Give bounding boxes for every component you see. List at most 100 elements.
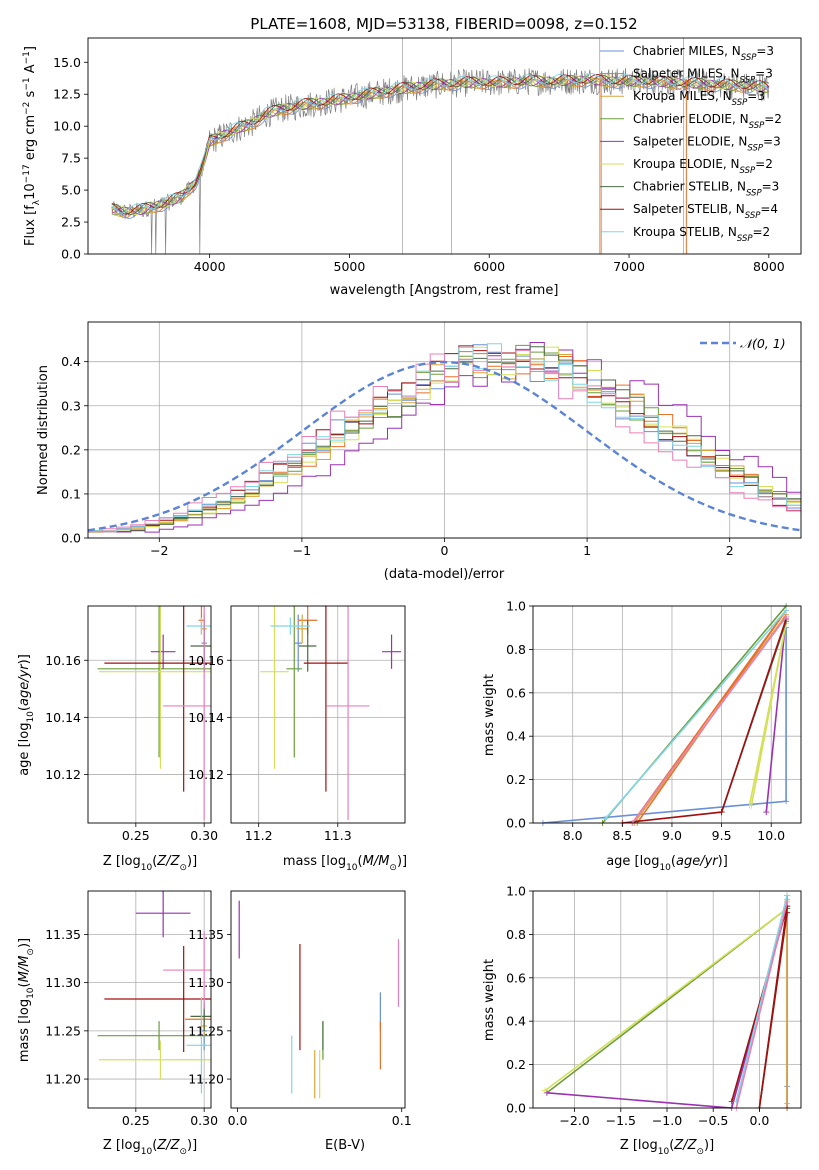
spectrum-ylabel: Flux [fλ10−17 erg cm−2 s−1 A−1] [22,46,42,246]
mass_vs_Z-frame [87,890,212,1109]
residuals-hist-chabrier_elodie [88,344,801,533]
spectrum-xtick-label: 7000 [613,259,645,274]
mass_weight_vs_Z-marker-kroupa_elodie [542,1087,549,1094]
age_vs_mass-ytick-label: 10.14 [188,710,224,725]
text-layer: 4000 5000 6000 7000 80000.02.55.07.510.012.5… [17,44,786,1157]
spectrum-plot [111,38,770,254]
age_vs_Z-ytick-label: 10.16 [45,653,81,668]
age_vs_mass-ytick-label: 10.16 [188,653,224,668]
mass-weight-age-xlabel: age [log10(age/yr)] [606,854,728,873]
residuals-ytick-label: 0.2 [61,442,81,457]
residuals-ytick-label: 0.1 [61,486,81,501]
residuals-xtick-label: 1 [583,543,591,558]
mass_weight_vs_age-marker-kroupa_stelib [602,815,609,822]
spectrum-model-kroupa_miles [111,76,769,217]
mass_weight_vs_age-marker-pink [783,613,790,620]
spectrum-xtick-label: 5000 [334,259,366,274]
mass_weight_vs_age-marker-kroupa_stelib [783,607,790,614]
data-layer [88,38,801,1111]
mass_vs_Z-ytick-label: 11.20 [45,1072,81,1087]
mass_weight_vs_age-marker-salpeter_elodie [763,809,770,816]
mass-weight-age-ylabel: mass weight [482,674,497,756]
mass_weight_vs_Z-ytick-label: 1.0 [506,884,526,899]
spectrum-model-chabrier_stelib [111,74,769,215]
age_vs_Z-ytick-label: 10.12 [45,767,81,782]
age_vs_mass-xtick-label: 11.2 [245,828,273,843]
spectrum-ytick-label: 5.0 [61,183,81,198]
mass_weight_vs_Z-marker-kroupa_miles [784,1100,791,1107]
mass_weight_vs_Z-series-kroupa_elodie [544,907,788,1092]
residuals-hist-chabrier_stelib [88,346,801,533]
legend-label: Kroupa MILES, NSSP=3 [633,89,765,108]
residuals-hist-salpeter_stelib [88,345,801,533]
mass_weight_vs_Z-xtick-label: −2.0 [559,1113,589,1128]
residuals-xtick-label: −2 [150,543,168,558]
spectrum-xtick-label: 8000 [753,259,785,274]
age-vs-mass-xlabel: mass [log10(M/M⊙)] [283,854,407,873]
residuals-hist-pink [88,349,801,533]
spectrum-ytick-label: 10.0 [53,119,81,134]
residuals-ylabel: Normed distribution [36,365,51,495]
residuals-normal-curve [88,360,801,532]
mass_weight_vs_Z-xtick-label: −1.5 [606,1113,636,1128]
spectrum-ytick-label: 0.0 [61,247,81,262]
legend-label: Chabrier MILES, NSSP=3 [633,44,774,63]
age_vs_Z-frame [87,605,212,824]
mass_weight_vs_Z-xtick-label: −1.0 [652,1113,682,1128]
mass_weight_vs_age-xtick-label: 9.5 [712,828,732,843]
age_vs_mass-ytick-label: 10.12 [188,767,224,782]
spectrum-ytick-label: 12.5 [53,87,81,102]
mass_vs_Z-ytick-label: 11.35 [45,927,81,942]
mass_vs_ebv-xtick-label: 0.0 [228,1113,248,1128]
mass_vs_ebv-frame [230,890,406,1109]
mass_weight_vs_age-ytick-label: 0.4 [506,729,526,744]
residuals-ytick-label: 0.0 [61,531,81,546]
mass-weight-Z-ylabel: mass weight [482,959,497,1041]
mass_vs_Z-ytick-label: 11.25 [45,1023,81,1038]
mass_weight_vs_age-xtick-label: 8.0 [563,828,583,843]
mass_vs_Z-xtick-label: 0.30 [190,1113,218,1128]
spectrum-ytick-label: 2.5 [61,215,81,230]
mass_vs_Z-ytick-label: 11.30 [45,975,81,990]
spectrum-model-salpeter_stelib [111,73,770,215]
mass_weight_vs_age-marker-kroupa_elodie [748,802,755,809]
mass-vs-Z-ylabel: mass [log10(M/M⊙)] [17,938,36,1062]
legend-label: Kroupa ELODIE, NSSP=2 [633,157,773,176]
residuals-xtick-label: 0 [441,543,449,558]
mass_weight_vs_age-series-chabrier_miles [542,627,787,824]
age_vs_mass-frame [230,605,406,824]
age-vs-Z-xlabel: Z [log10(Z/Z⊙)] [103,854,197,873]
residuals-hist-kroupa_elodie [88,346,801,532]
legend-label: Salpeter STELIB, NSSP=4 [633,202,778,221]
spectrum-xlabel: wavelength [Angstrom, rest frame] [330,283,559,298]
spectrum-xtick-label: 4000 [194,259,226,274]
age_vs_mass-xtick-label: 11.3 [324,828,352,843]
spectrum-ytick-label: 15.0 [53,55,81,70]
mass_weight_vs_age-xtick-label: 10.0 [757,828,785,843]
spectrum-model-kroupa_stelib [111,72,770,214]
mass_vs_ebv-xtick-label: 0.1 [392,1113,412,1128]
mass_weight_vs_age-series-pink [631,616,787,824]
residuals-hist-salpeter_miles [88,351,801,533]
spectrum-ytick-label: 7.5 [61,151,81,166]
residuals-xlabel: (data-model)/error [384,567,505,582]
mass_weight_vs_Z-ytick-label: 0.4 [506,1014,526,1029]
mass_weight_vs_Z-xtick-label: −0.5 [698,1113,728,1128]
spectrum-xtick-label: 6000 [473,259,505,274]
age_vs_Z-xtick-label: 0.25 [122,828,150,843]
mass_weight_vs_Z-ytick-label: 0.2 [506,1057,526,1072]
legend-label: Salpeter MILES, NSSP=3 [633,67,773,86]
mass_weight_vs_age-ytick-label: 0.6 [506,685,526,700]
mass_weight_vs_Z-ytick-label: 0.8 [506,927,526,942]
mass_vs_ebv-ytick-label: 11.25 [188,1023,224,1038]
age_vs_Z-ytick-label: 10.14 [45,710,81,725]
mass_weight_vs_age-ytick-label: 0.2 [506,772,526,787]
mass_weight_vs_Z-series-salpeter_stelib [730,905,788,1109]
age-vs-Z-ylabel: age [log10(age/yr)] [17,654,36,776]
age_vs_Z-xtick-label: 0.30 [190,828,218,843]
legend-label: Chabrier ELODIE, NSSP=2 [633,112,782,131]
figure-title: PLATE=1608, MJD=53138, FIBERID=0098, z=0… [250,15,637,33]
spectrum-frame [87,37,802,255]
mass_weight_vs_age-frame [532,605,802,824]
spectrum-model-kroupa_elodie [111,75,769,216]
